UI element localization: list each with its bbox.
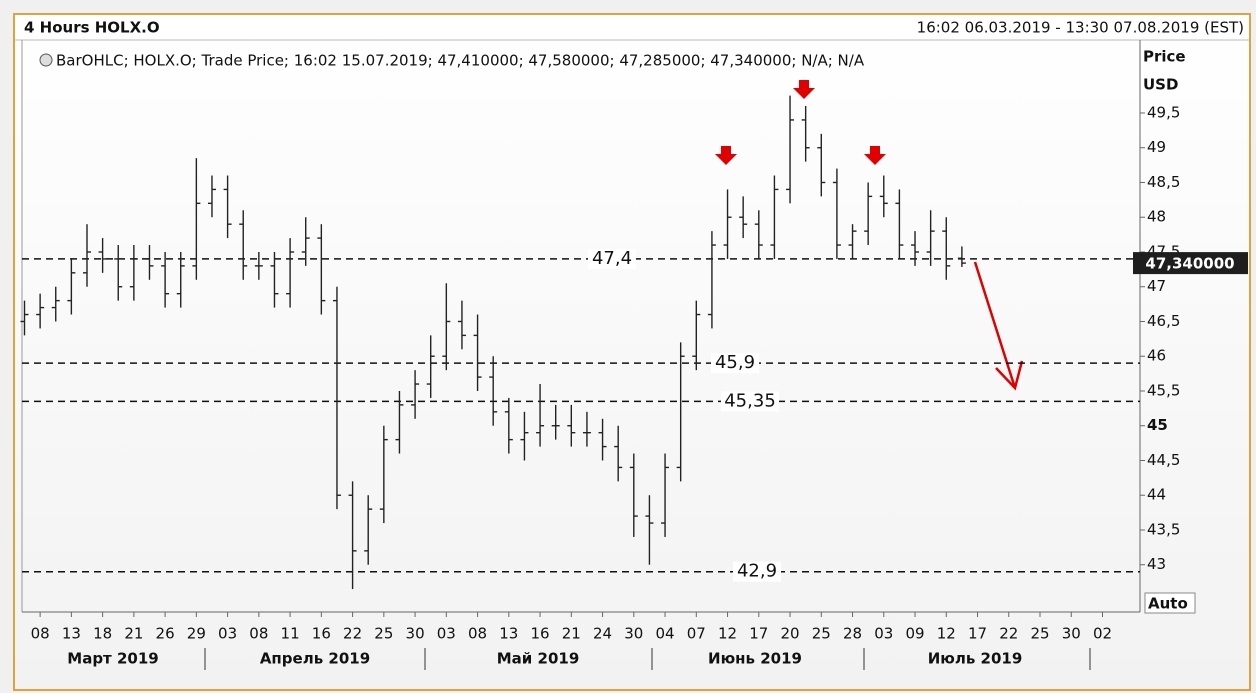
- x-tick-label: 12: [937, 625, 956, 643]
- level-label: 45,35: [724, 390, 776, 411]
- down-arrow: [793, 80, 815, 99]
- y-axis-title: Price: [1143, 48, 1186, 66]
- x-tick-label: 17: [968, 625, 987, 643]
- x-tick-label: 30: [406, 625, 425, 643]
- y-tick-label: 49,5: [1147, 103, 1180, 121]
- auto-button[interactable]: [1144, 592, 1196, 614]
- y-tick-label: 45,5: [1147, 381, 1180, 399]
- level-label: 47,4: [592, 248, 632, 269]
- x-tick-label: 21: [124, 625, 143, 643]
- down-arrow: [864, 146, 886, 165]
- auto-label[interactable]: Auto: [1148, 595, 1188, 613]
- month-label: Март 2019: [67, 650, 158, 668]
- y-tick-label: 49: [1147, 138, 1166, 156]
- x-tick-label: 08: [468, 625, 487, 643]
- y-tick-label: 43,5: [1147, 520, 1180, 538]
- y-tick-label: 45: [1147, 416, 1168, 434]
- x-tick-label: 22: [343, 625, 362, 643]
- level-label: 42,9: [737, 561, 777, 582]
- y-tick-label: 44: [1147, 486, 1166, 504]
- level-label: 45,9: [715, 352, 755, 373]
- y-tick-label: 44,5: [1147, 451, 1180, 469]
- last-price-box: [1133, 252, 1248, 275]
- x-tick-label: 08: [249, 625, 268, 643]
- level-label-bg: [588, 248, 636, 269]
- x-tick-label: 21: [562, 625, 581, 643]
- y-tick-label: 46,5: [1147, 312, 1180, 330]
- last-price-label: 47,340000: [1145, 255, 1234, 273]
- x-tick-label: 09: [905, 625, 924, 643]
- x-tick-label: 29: [187, 625, 206, 643]
- x-tick-label: 16: [531, 625, 550, 643]
- x-tick-label: 07: [687, 625, 706, 643]
- y-tick-label: 43: [1147, 555, 1166, 573]
- x-tick-label: 13: [499, 625, 518, 643]
- y-tick-label: 48,5: [1147, 173, 1180, 191]
- legend-icon[interactable]: [39, 53, 53, 67]
- x-tick-label: 03: [437, 625, 456, 643]
- x-tick-label: 25: [1030, 625, 1049, 643]
- x-tick-label: 25: [812, 625, 831, 643]
- legend: BarOHLC; HOLX.O; Trade Price; 16:02 15.0…: [56, 52, 865, 70]
- chart-title: 4 Hours HOLX.O: [24, 19, 160, 37]
- x-tick-label: 03: [874, 625, 893, 643]
- x-tick-label: 20: [780, 625, 799, 643]
- month-label: Июнь 2019: [708, 650, 802, 668]
- x-tick-label: 11: [281, 625, 300, 643]
- markers: [715, 80, 886, 165]
- x-tick-label: 17: [749, 625, 768, 643]
- x-tick-label: 24: [593, 625, 612, 643]
- month-label: Апрель 2019: [260, 650, 370, 668]
- x-tick-label: 22: [999, 625, 1018, 643]
- x-tick-label: 08: [31, 625, 50, 643]
- y-tick-label: 48: [1147, 208, 1166, 226]
- x-tick-label: 13: [62, 625, 81, 643]
- month-label: Май 2019: [497, 650, 580, 668]
- level-label-bg: [721, 391, 779, 412]
- down-arrow: [715, 146, 737, 165]
- x-tick-label: 03: [218, 625, 237, 643]
- x-tick-label: 26: [156, 625, 175, 643]
- x-tick-label: 25: [374, 625, 393, 643]
- x-tick-label: 16: [312, 625, 331, 643]
- x-tick-label: 02: [1093, 625, 1112, 643]
- x-tick-label: 04: [656, 625, 675, 643]
- month-label: Июль 2019: [928, 650, 1023, 668]
- y-tick-label: 46: [1147, 347, 1166, 365]
- y-axis-unit: USD: [1143, 76, 1178, 94]
- y-tick-label: 47: [1147, 277, 1166, 295]
- x-tick-label: 30: [1062, 625, 1081, 643]
- x-tick-label: 28: [843, 625, 862, 643]
- trend-arrow: [973, 261, 1024, 391]
- x-tick-label: 12: [718, 625, 737, 643]
- frame: [13, 13, 1251, 691]
- date-range: 16:02 06.03.2019 - 13:30 07.08.2019 (EST…: [917, 19, 1244, 37]
- x-tick-label: 30: [624, 625, 643, 643]
- level-label-bg: [733, 561, 781, 582]
- x-tick-label: 18: [93, 625, 112, 643]
- level-label-bg: [711, 353, 759, 374]
